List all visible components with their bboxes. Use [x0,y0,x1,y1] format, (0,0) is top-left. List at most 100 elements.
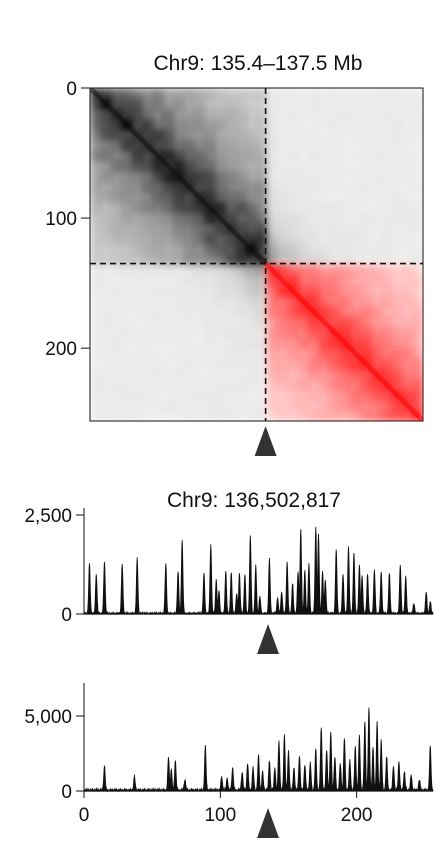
heatmap-cell [214,264,226,276]
heatmap-cell [204,296,216,308]
heatmap-cell [370,98,382,110]
heatmap-cell [246,379,258,391]
heatmap-cell [162,264,174,276]
heatmap-cell [412,264,423,276]
heatmap-cell [266,171,278,183]
heatmap-cell [235,368,247,380]
heatmap-cell [329,337,341,349]
heatmap-cell [350,254,362,266]
heatmap-cell [142,244,154,256]
heatmap-cell [298,212,310,224]
heatmap-cell [402,150,414,162]
heatmap-cell [225,88,237,100]
heatmap-cell [412,108,423,120]
heatmap-cell [360,348,372,360]
heatmap-cell [402,98,414,110]
heatmap-cell [235,160,247,172]
heatmap-cell [246,285,258,297]
heatmap-cell [142,119,154,131]
heatmap-cell [381,88,393,100]
heatmap-cell [173,296,185,308]
heatmap-cell [287,368,299,380]
heatmap-cell [381,348,393,360]
heatmap-cell [246,358,258,370]
heatmap-cell [350,316,362,328]
heatmap-cell [246,160,258,172]
heatmap-cell [339,202,351,214]
heatmap-cell [90,181,102,193]
heatmap-cell [183,368,195,380]
heatmap-cell [235,296,247,308]
heatmap-cell [381,316,393,328]
heatmap-cell [246,192,258,204]
heatmap-cell [402,202,414,214]
heatmap-cell [110,192,122,204]
heatmap-cell [339,368,351,380]
heatmap-cell [194,264,206,276]
heatmap-cell [110,202,122,214]
heatmap-cell [246,410,258,421]
heatmap-cell [329,171,341,183]
heatmap-cell [298,244,310,256]
heatmap-cell [308,400,320,412]
heatmap-cell [339,150,351,162]
heatmap-cell [214,119,226,131]
heatmap-cell [370,140,382,152]
heatmap-cell [402,368,414,380]
heatmap-cell [339,410,351,421]
heatmap-cell [194,348,206,360]
heatmap-cell [318,254,330,266]
heatmap-cell [214,88,226,100]
heatmap-cell [391,358,403,370]
heatmap-cell [214,306,226,318]
heatmap-cell [100,181,112,193]
heatmap-cell [214,327,226,339]
heatmap-cell [350,202,362,214]
heatmap-cell [412,275,423,287]
heatmap-cell [162,244,174,256]
heatmap-cell [360,202,372,214]
heatmap-cell [90,358,102,370]
heatmap-cell [381,410,393,421]
heatmap-cell [121,379,133,391]
heatmap-cell [308,389,320,401]
heatmap-cell [308,140,320,152]
heatmap-cell [100,192,112,204]
heatmap-cell [235,171,247,183]
heatmap-cell [350,192,362,204]
heatmap-cell [235,254,247,266]
heatmap-cell [90,233,102,245]
heatmap-cell [225,379,237,391]
track2-x-axis: 0 100 200 [79,791,373,826]
heatmap-cell [391,348,403,360]
heatmap-cell [173,129,185,141]
heatmap-cell [90,400,102,412]
heatmap-cell [162,316,174,328]
heatmap-cell [298,129,310,141]
heatmap-cell [412,327,423,339]
heatmap-cell [370,306,382,318]
heatmap-cell [329,275,341,287]
heatmap-cell [214,358,226,370]
heatmap-cell [266,192,278,204]
heatmap-cell [110,171,122,183]
heatmap-cell [246,119,258,131]
heatmap-cell [204,348,216,360]
heatmap-cell [256,108,268,120]
heatmap-cell [100,400,112,412]
heatmap-cell [121,244,133,256]
heatmap-cell [183,285,195,297]
heatmap-cell [235,244,247,256]
heatmap-cell [391,223,403,235]
heatmap-cell [370,358,382,370]
heatmap-cell [391,368,403,380]
heatmap-cell [194,358,206,370]
heatmap-cell [318,285,330,297]
heatmap-cell [318,88,330,100]
heatmap-cell [131,119,143,131]
heatmap-cell [235,337,247,349]
heatmap-cell [329,400,341,412]
heatmap-cell [246,264,258,276]
heatmap-cell [391,264,403,276]
heatmap-cell [121,296,133,308]
